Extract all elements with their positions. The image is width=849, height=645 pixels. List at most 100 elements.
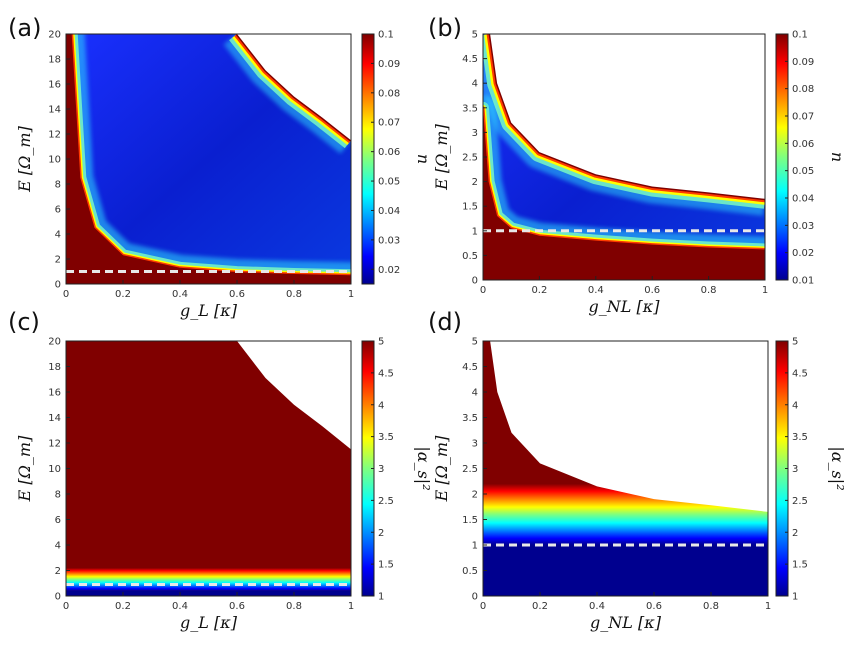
y-tick-label: 18	[48, 362, 61, 373]
y-tick-label: 3	[472, 439, 478, 450]
y-tick-label: 4	[472, 388, 478, 399]
x-tick-label: 0	[480, 285, 486, 296]
colorbar-tick-label: 0.04	[378, 206, 400, 217]
y-tick-label: 16	[48, 388, 61, 399]
x-tick-label: 0.6	[229, 601, 245, 612]
x-tick-label: 0	[480, 601, 486, 612]
colorbar-tick-label: 0.09	[792, 57, 814, 68]
colorbar-tick-label: 0.06	[378, 147, 400, 158]
y-axis-label: E [Ω_m]	[15, 435, 34, 502]
y-tick-label: 4	[55, 230, 61, 241]
x-tick-label: 0.2	[115, 601, 131, 612]
y-tick-label: 4.5	[462, 54, 478, 65]
heatmap-3	[483, 341, 768, 596]
y-tick-label: 1	[472, 541, 478, 552]
x-tick-label: 0.4	[172, 289, 188, 300]
x-tick-label: 0	[63, 289, 69, 300]
colorbar-tick-label: 2	[378, 528, 384, 539]
colorbar-tick-label: 4	[792, 400, 798, 411]
y-tick-label: 0.5	[462, 251, 478, 262]
x-axis-label: g_NL [κ]	[590, 613, 662, 632]
colorbar-tick-label: 0.01	[792, 276, 814, 287]
y-tick-label: 12	[48, 439, 61, 450]
colorbar-tick-label: 0.09	[378, 59, 400, 70]
y-tick-label: 0	[55, 592, 61, 603]
unstable-region	[490, 341, 768, 512]
y-tick-label: 2	[472, 177, 478, 188]
y-tick-label: 20	[48, 337, 61, 348]
colorbar-tick-label: 4.5	[792, 368, 808, 379]
colorbar-tick-label: 2	[792, 528, 798, 539]
y-tick-label: 8	[55, 180, 61, 191]
low-amplitude-region	[483, 545, 768, 596]
colorbar-tick-label: 5	[792, 337, 798, 348]
x-tick-label: 0.2	[531, 285, 547, 296]
y-tick-label: 5	[472, 30, 478, 41]
y-tick-label: 3.5	[462, 413, 478, 424]
colorbar-tick-label: 0.04	[792, 194, 814, 205]
y-tick-label: 2.5	[462, 464, 478, 475]
y-tick-label: 2	[55, 566, 61, 577]
x-tick-label: 0.8	[701, 285, 717, 296]
x-tick-label: 0.6	[644, 285, 660, 296]
panel-letter-a: (a)	[8, 14, 42, 42]
colorbar-label: |α_s|²	[828, 446, 847, 490]
y-tick-label: 6	[55, 205, 61, 216]
heatmap-1	[483, 34, 765, 280]
x-axis-label: g_L [κ]	[180, 301, 238, 320]
y-tick-label: 1.5	[462, 515, 478, 526]
colorbar-tick-label: 0.1	[378, 30, 394, 41]
y-tick-label: 0	[472, 276, 478, 287]
colorbar-label: n	[828, 152, 847, 162]
x-tick-label: 1	[762, 285, 768, 296]
unstable-region	[237, 341, 351, 450]
saturated-region	[66, 34, 351, 284]
y-axis-label: E [Ω_m]	[15, 125, 34, 192]
x-tick-label: 0.4	[589, 601, 605, 612]
x-tick-label: 0.2	[532, 601, 548, 612]
unstable-region	[490, 34, 765, 199]
y-tick-label: 2	[472, 490, 478, 501]
y-tick-label: 3.5	[462, 103, 478, 114]
y-tick-label: 6	[55, 515, 61, 526]
x-tick-label: 0.4	[172, 601, 188, 612]
colorbar-tick-label: 2.5	[792, 496, 808, 507]
colorbar-tick-label: 0.03	[792, 221, 814, 232]
x-tick-label: 0	[63, 601, 69, 612]
y-tick-label: 0	[472, 592, 478, 603]
colorbar-tick-label: 5	[378, 337, 384, 348]
colorbar-tick-label: 4	[378, 400, 384, 411]
transition-band	[66, 567, 351, 591]
colorbar-tick-label: 1	[378, 592, 384, 603]
y-tick-label: 14	[48, 105, 61, 116]
y-tick-label: 8	[55, 490, 61, 501]
low-amplitude-region	[66, 590, 351, 596]
unstable-region	[237, 34, 351, 141]
colorbar-0	[361, 33, 375, 285]
colorbar-tick-label: 3	[378, 464, 384, 475]
y-tick-label: 10	[48, 155, 61, 166]
colorbar-tick-label: 1.5	[792, 560, 808, 571]
colorbar-tick-label: 2.5	[378, 496, 394, 507]
y-tick-label: 0.5	[462, 566, 478, 577]
x-tick-label: 1	[765, 601, 771, 612]
colorbar-tick-label: 3	[792, 464, 798, 475]
colorbar-tick-label: 0.05	[792, 166, 814, 177]
y-tick-label: 12	[48, 130, 61, 141]
y-tick-label: 4	[472, 79, 478, 90]
y-tick-label: 0	[55, 280, 61, 291]
x-tick-label: 1	[348, 601, 354, 612]
y-tick-label: 10	[48, 464, 61, 475]
saturated-region	[483, 34, 765, 280]
colorbar-tick-label: 0.06	[792, 139, 814, 150]
colorbar-1	[775, 33, 789, 281]
y-tick-label: 4.5	[462, 362, 478, 373]
y-tick-label: 18	[48, 55, 61, 66]
x-tick-label: 0.8	[703, 601, 719, 612]
colorbar-tick-label: 0.07	[792, 112, 814, 123]
y-tick-label: 2	[55, 255, 61, 266]
x-tick-label: 0.4	[588, 285, 604, 296]
panel-letter-b: (b)	[428, 14, 462, 42]
y-tick-label: 1	[472, 226, 478, 237]
